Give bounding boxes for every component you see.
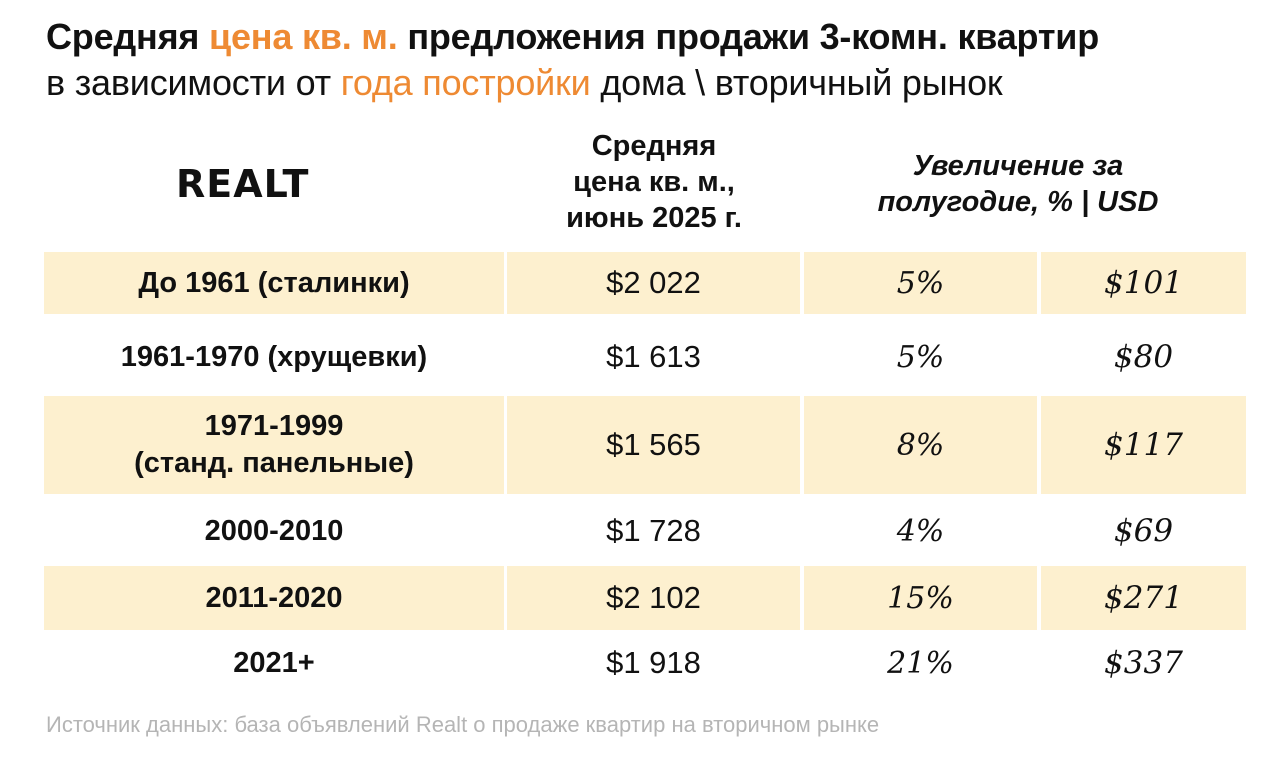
percent-cell: 5%: [896, 339, 945, 375]
price-header-line: цена кв. м.,: [573, 166, 735, 198]
usd-cell: $271: [1041, 566, 1246, 630]
price-cell: $1 565: [507, 396, 800, 494]
percent-cell: 4%: [896, 513, 945, 549]
row-label: До 1961 (сталинки): [44, 252, 504, 314]
row-label-line: (станд. панельные): [134, 447, 414, 479]
subtitle-part1: в зависимости от: [46, 62, 341, 103]
price-cell: $1 728: [606, 513, 701, 548]
subtitle-accent: года постройки: [340, 62, 591, 103]
chart-subtitle: в зависимости от года постройки дома \ в…: [46, 62, 1003, 104]
row-label: 1971-1999 (станд. панельные): [44, 396, 504, 494]
price-header-line: Средняя: [591, 130, 717, 162]
table-row: 1961-1970 (хрущевки) $1 613 5% $80: [44, 322, 1246, 392]
table-row: 2011-2020 $2 102 15% $271: [44, 566, 1246, 630]
usd-cell: $69: [1113, 513, 1174, 549]
price-cell: $1 613: [606, 339, 701, 374]
percent-cell: 21%: [887, 645, 954, 681]
growth-header-line: Увеличение за: [912, 150, 1124, 182]
percent-cell: 15%: [804, 566, 1037, 630]
percent-cell: 5%: [804, 252, 1037, 314]
usd-cell: $101: [1041, 252, 1246, 314]
table-row: 1971-1999 (станд. панельные) $1 565 8% $…: [44, 396, 1246, 494]
price-header-line: июнь 2025 г.: [566, 202, 742, 234]
title-accent: цена кв. м.: [209, 16, 398, 57]
row-label-line: 2011-2020: [205, 581, 343, 614]
data-source-note: Источник данных: база объявлений Realt о…: [46, 712, 880, 737]
price-cell: $2 102: [507, 566, 800, 630]
row-label-line: 2000-2010: [204, 514, 344, 547]
row-label: 2000-2010: [44, 500, 504, 562]
subtitle-part2: дома \ вторичный рынок: [590, 62, 1003, 103]
row-label-line: 2021+: [233, 646, 315, 679]
chart-title: Средняя цена кв. м. предложения продажи …: [46, 16, 1099, 58]
row-label-line: До 1961 (сталинки): [138, 266, 410, 299]
table-row: 2021+ $1 918 21% $337: [44, 634, 1246, 692]
table-row: 2000-2010 $1 728 4% $69: [44, 500, 1246, 562]
usd-cell: $337: [1104, 645, 1183, 681]
price-cell: $1 918: [606, 645, 701, 680]
percent-cell: 8%: [804, 396, 1037, 494]
growth-column-header: Увеличение за полугодие, % | USD: [836, 148, 1200, 220]
growth-header-line: полугодие, % | USD: [877, 186, 1159, 218]
realt-logo: REALT: [176, 162, 310, 206]
title-part1: Средняя: [46, 16, 210, 57]
usd-cell: $80: [1113, 339, 1174, 375]
row-label: 2011-2020: [44, 566, 504, 630]
price-column-header: Средняя цена кв. м., июнь 2025 г.: [520, 128, 788, 236]
price-cell: $2 022: [507, 252, 800, 314]
usd-cell: $117: [1041, 396, 1246, 494]
title-part2: предложения продажи 3-комн. квартир: [397, 16, 1100, 57]
table-row: До 1961 (сталинки) $2 022 5% $101: [44, 252, 1246, 314]
row-label-line: 1961-1970 (хрущевки): [120, 340, 428, 373]
row-label: 1961-1970 (хрущевки): [44, 322, 504, 392]
row-label-line: 1971-1999: [204, 410, 344, 442]
row-label: 2021+: [44, 634, 504, 692]
